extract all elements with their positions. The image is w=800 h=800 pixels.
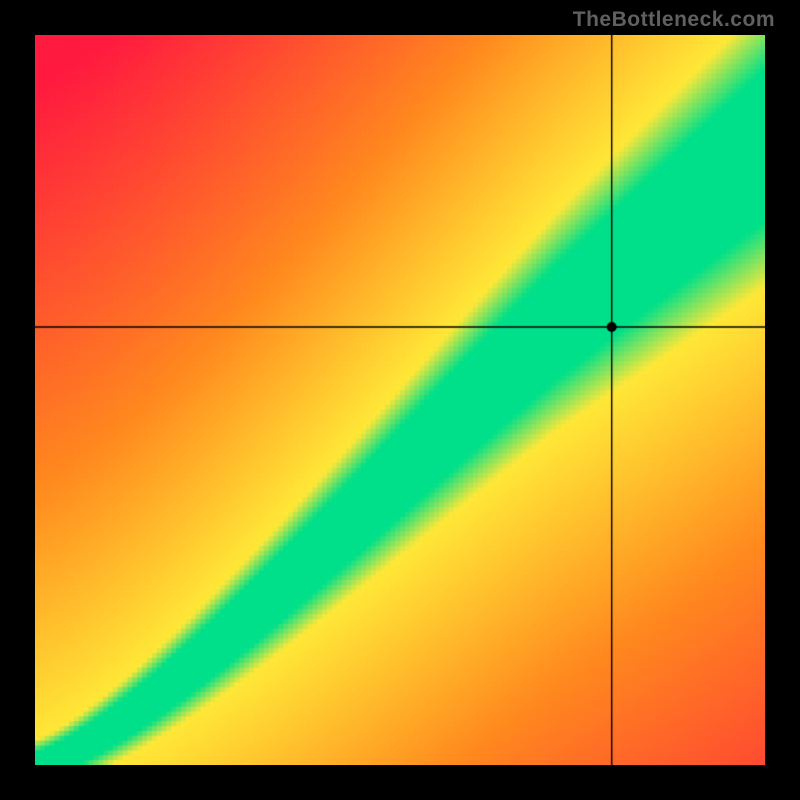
bottleneck-heatmap [35,35,765,765]
watermark-text: TheBottleneck.com [573,8,775,32]
